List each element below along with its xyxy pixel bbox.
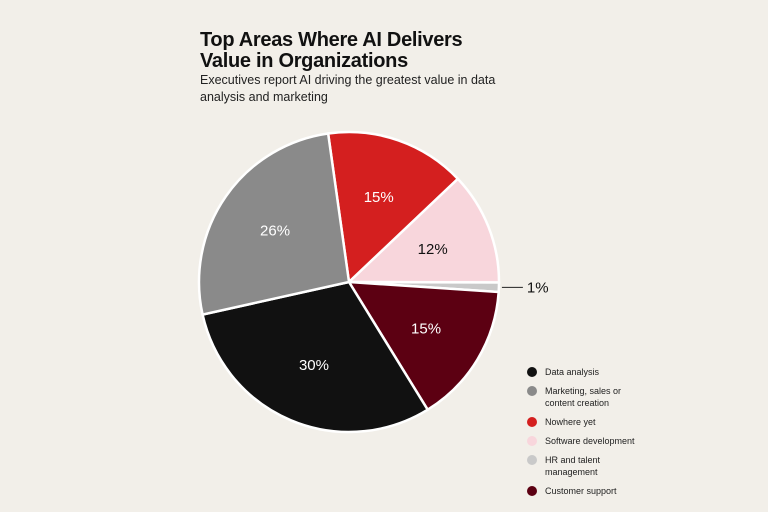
- legend-item: Marketing, sales or content creation: [527, 385, 637, 409]
- data-label: 1%: [527, 279, 549, 296]
- data-label: 15%: [411, 320, 441, 337]
- data-label: 26%: [260, 223, 290, 240]
- legend-label: Software development: [545, 436, 635, 446]
- legend-item: Data analysis: [527, 366, 637, 378]
- legend-label: HR and talent management: [545, 455, 601, 477]
- pie-slice: [197, 132, 351, 317]
- pie-slice: [201, 280, 430, 434]
- legend-swatch: [527, 417, 537, 427]
- legend-item: HR and talent management: [527, 454, 637, 478]
- data-label: 30%: [299, 357, 329, 374]
- legend-label: Customer support: [545, 486, 617, 496]
- legend-swatch: [527, 367, 537, 377]
- data-label: 12%: [418, 241, 448, 258]
- legend-label: Nowhere yet: [545, 417, 596, 427]
- legend-swatch: [527, 455, 537, 465]
- pie-slice: [345, 177, 501, 284]
- legend-swatch: [527, 436, 537, 446]
- legend-label: Data analysis: [545, 367, 600, 377]
- pie-slice: [326, 130, 460, 285]
- legend: Data analysis Marketing, sales or content…: [527, 366, 637, 504]
- legend-swatch: [527, 486, 537, 496]
- data-label: 15%: [364, 189, 394, 206]
- legend-item: Nowhere yet: [527, 416, 637, 428]
- chart-subtitle: Executives report AI driving the greates…: [200, 73, 496, 104]
- legend-label: Marketing, sales or content creation: [545, 386, 622, 408]
- legend-swatch: [527, 386, 537, 396]
- pie-slice: [346, 280, 500, 412]
- legend-item: Software development: [527, 435, 637, 447]
- legend-item: Customer support: [527, 485, 637, 497]
- chart-title: Top Areas Where AI Delivers Value in Org…: [200, 29, 463, 72]
